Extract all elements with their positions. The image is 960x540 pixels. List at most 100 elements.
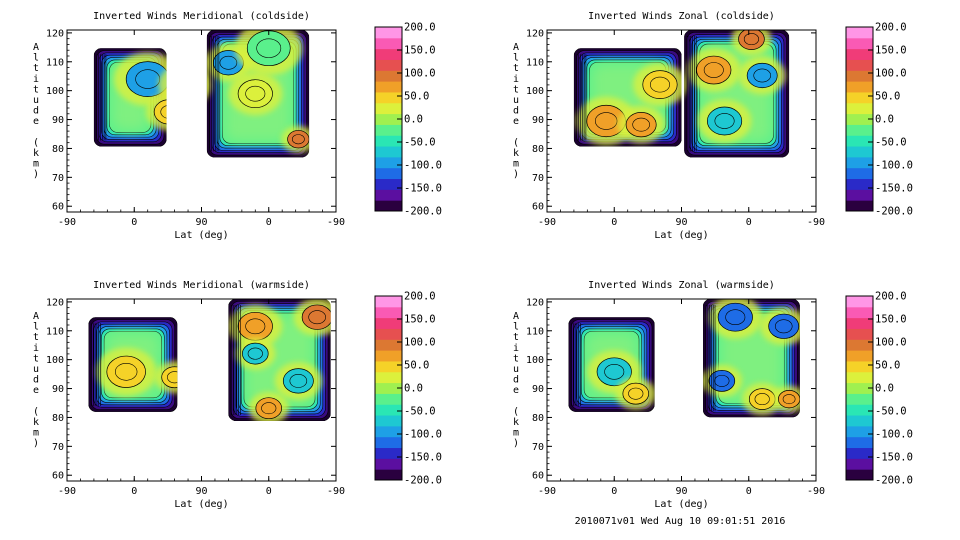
colorbar-tick-label: 50.0 bbox=[875, 91, 900, 103]
colorbar-swatch bbox=[375, 135, 402, 147]
colorbar-tick-label: -150.0 bbox=[404, 183, 442, 195]
y-tick-label: 110 bbox=[526, 57, 544, 68]
colorbar-swatch bbox=[375, 27, 402, 39]
x-tick-label: 90 bbox=[675, 486, 687, 497]
y-tick-label: 60 bbox=[532, 202, 544, 213]
contour-cell bbox=[706, 106, 743, 136]
contour-line bbox=[604, 363, 625, 380]
colorbar-swatch bbox=[375, 393, 402, 405]
colorbar-swatch bbox=[846, 167, 873, 180]
colorbar-swatch bbox=[375, 81, 402, 93]
colorbar-swatch bbox=[846, 458, 873, 470]
x-tick-label: 0 bbox=[746, 486, 752, 497]
contour-field bbox=[93, 30, 310, 158]
colorbar-swatch bbox=[846, 306, 873, 319]
colorbar-swatch bbox=[846, 81, 873, 93]
contour-line bbox=[782, 394, 796, 405]
y-tick-label: 110 bbox=[526, 326, 544, 337]
x-tick-label: -90 bbox=[327, 486, 345, 497]
colorbar-swatch bbox=[846, 447, 873, 459]
colorbar: 200.0 150.0 100.0 50.0 0.0 -50.0 -100.0 -150.0 -… bbox=[845, 22, 913, 218]
y-tick-label: 80 bbox=[532, 144, 544, 155]
x-tick-label: -90 bbox=[807, 486, 825, 497]
colorbar-swatch bbox=[846, 296, 873, 308]
colorbar-swatch bbox=[846, 113, 873, 125]
y-tick-label: 90 bbox=[532, 384, 544, 395]
colorbar-tick-label: -50.0 bbox=[404, 137, 436, 149]
colorbar-tick-label: 200.0 bbox=[404, 22, 436, 34]
y-tick-label: 120 bbox=[526, 297, 544, 308]
contour-cell bbox=[642, 70, 678, 99]
colorbar-swatch bbox=[375, 156, 402, 169]
y-tick-label: 100 bbox=[46, 355, 64, 366]
x-tick-label: 90 bbox=[675, 217, 687, 228]
contour-field bbox=[88, 299, 331, 421]
y-tick-label: 120 bbox=[46, 297, 64, 308]
contour-line bbox=[714, 113, 735, 129]
colorbar-swatch bbox=[846, 135, 873, 147]
x-tick-label: -90 bbox=[58, 486, 76, 497]
x-tick-label: -90 bbox=[327, 217, 345, 228]
colorbar-swatch bbox=[375, 200, 402, 212]
y-tick-label: 60 bbox=[52, 471, 64, 482]
colorbar-tick-label: 200.0 bbox=[875, 291, 907, 303]
colorbar-swatch bbox=[375, 328, 402, 340]
contour-line bbox=[247, 347, 263, 360]
x-tick-label: -90 bbox=[538, 486, 556, 497]
colorbar-swatch bbox=[846, 70, 873, 82]
colorbar-swatch bbox=[375, 189, 402, 201]
colorbar-swatch bbox=[375, 415, 402, 427]
colorbar-tick-label: -100.0 bbox=[875, 429, 913, 441]
contour-cell bbox=[246, 30, 291, 67]
contour-cell bbox=[596, 357, 632, 387]
colorbar-swatch bbox=[375, 146, 402, 158]
x-axis-label: Lat (deg) bbox=[654, 230, 708, 241]
x-tick-label: 0 bbox=[266, 217, 272, 228]
y-tick-label: 90 bbox=[52, 384, 64, 395]
colorbar-swatch bbox=[375, 360, 402, 373]
x-tick-label: 90 bbox=[195, 486, 207, 497]
colorbar-swatch bbox=[375, 339, 402, 351]
contour-cell bbox=[622, 382, 650, 405]
colorbar-swatch bbox=[846, 37, 873, 50]
colorbar-tick-label: -100.0 bbox=[404, 160, 442, 172]
colorbar-tick-label: -150.0 bbox=[875, 452, 913, 464]
contour-cell bbox=[717, 302, 753, 332]
colorbar-tick-label: 200.0 bbox=[404, 291, 436, 303]
colorbar-swatch bbox=[375, 178, 402, 190]
colorbar-swatch bbox=[375, 317, 402, 329]
y-tick-label: 110 bbox=[46, 326, 64, 337]
y-tick-label: 70 bbox=[52, 173, 64, 184]
contour-cell bbox=[777, 390, 800, 409]
colorbar-tick-label: -100.0 bbox=[875, 160, 913, 172]
colorbar-swatch bbox=[846, 360, 873, 373]
colorbar-tick-label: 150.0 bbox=[875, 314, 907, 326]
colorbar-swatch bbox=[846, 102, 873, 115]
colorbar-swatch bbox=[846, 404, 873, 416]
colorbar-swatch bbox=[846, 371, 873, 384]
colorbar-swatch bbox=[375, 382, 402, 394]
colorbar-swatch bbox=[846, 415, 873, 427]
y-tick-label: 80 bbox=[52, 144, 64, 155]
chart-title: Inverted Winds Zonal (warmside) bbox=[588, 280, 775, 291]
y-tick-label: 80 bbox=[52, 413, 64, 424]
colorbar-tick-label: 100.0 bbox=[404, 337, 436, 349]
colorbar-tick-label: -50.0 bbox=[875, 137, 907, 149]
contour-line bbox=[256, 38, 282, 58]
x-tick-label: 0 bbox=[746, 217, 752, 228]
y-tick-label: 60 bbox=[52, 202, 64, 213]
colorbar-swatch bbox=[375, 48, 402, 60]
contour-line bbox=[714, 374, 730, 387]
colorbar-tick-label: -50.0 bbox=[875, 406, 907, 418]
x-tick-label: 0 bbox=[131, 486, 137, 497]
colorbar-tick-label: 50.0 bbox=[404, 360, 429, 372]
y-tick-label: 90 bbox=[532, 115, 544, 126]
colorbar-tick-label: 50.0 bbox=[404, 91, 429, 103]
colorbar-swatch bbox=[375, 458, 402, 470]
contour-line bbox=[594, 112, 618, 130]
chart-panel-1: Inverted Winds Meridional (coldside) 60 70… bbox=[33, 11, 442, 241]
y-tick-label: 110 bbox=[46, 57, 64, 68]
